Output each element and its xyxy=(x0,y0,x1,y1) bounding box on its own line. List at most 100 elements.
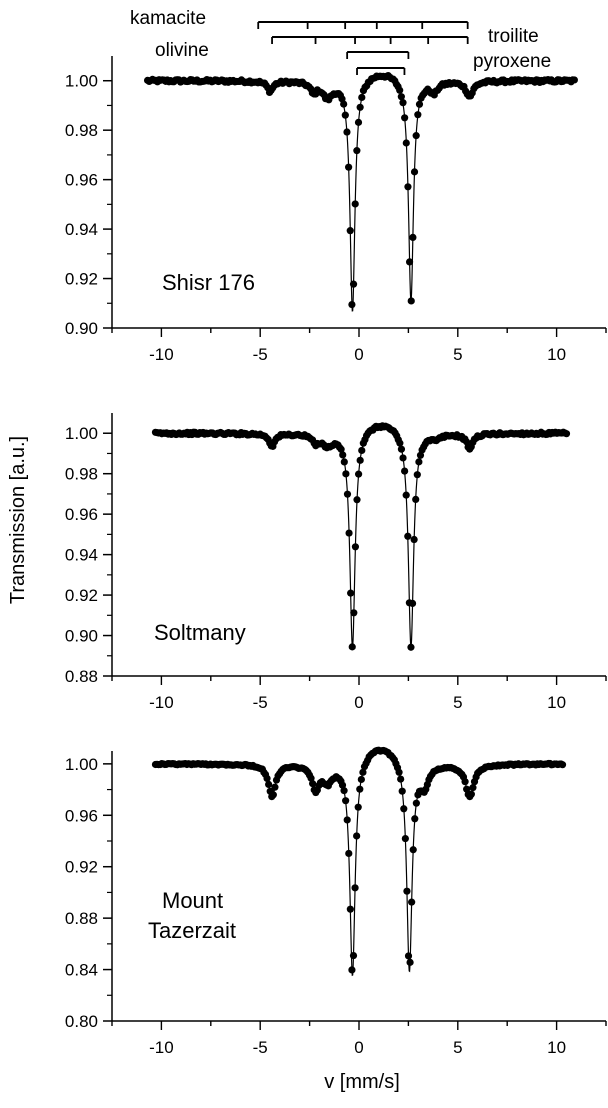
data-point xyxy=(395,768,403,776)
data-point xyxy=(407,297,415,305)
data-point xyxy=(401,114,409,122)
y-tick-label: 0.88 xyxy=(65,667,98,686)
x-tick-label: -10 xyxy=(149,693,174,712)
phase-label-olivine: olivine xyxy=(155,40,209,61)
data-point xyxy=(353,147,361,155)
data-point xyxy=(340,458,348,466)
x-tick-label: -5 xyxy=(253,693,268,712)
y-tick-label: 0.94 xyxy=(65,220,98,239)
data-point xyxy=(309,780,317,788)
data-point xyxy=(340,100,348,108)
y-tick-label: 0.84 xyxy=(65,961,98,980)
x-tick-label: 0 xyxy=(354,1038,363,1057)
x-tick-label: -5 xyxy=(253,1038,268,1057)
y-tick-label: 0.92 xyxy=(65,270,98,289)
x-tick-label: -10 xyxy=(149,345,174,364)
y-axis-label: Transmission [a.u.] xyxy=(7,436,29,604)
data-point xyxy=(402,139,410,147)
x-tick-label: -5 xyxy=(253,345,268,364)
data-point xyxy=(412,132,420,140)
data-point xyxy=(357,775,365,784)
data-point xyxy=(349,280,358,288)
data-point xyxy=(343,490,352,498)
x-tick-label: 0 xyxy=(354,345,363,364)
data-point xyxy=(404,532,412,540)
data-point xyxy=(409,233,417,242)
data-point xyxy=(348,966,356,974)
data-point xyxy=(347,589,355,597)
data-point xyxy=(356,785,364,793)
stick-diagram-pyroxene xyxy=(356,67,406,75)
data-point xyxy=(407,643,415,651)
data-point xyxy=(345,849,353,858)
data-point xyxy=(403,887,411,895)
data-point xyxy=(343,128,351,136)
data-point xyxy=(339,451,347,459)
data-point xyxy=(410,535,418,544)
data-point xyxy=(401,467,409,475)
y-tick-label: 1.00 xyxy=(65,72,98,91)
y-tick-label: 0.92 xyxy=(65,586,98,605)
data-point xyxy=(461,778,469,786)
data-point xyxy=(342,470,350,478)
data-point xyxy=(342,797,350,805)
data-point xyxy=(416,451,425,459)
phase-label-troilite: troilite xyxy=(488,26,539,47)
y-tick-label: 0.96 xyxy=(65,806,98,825)
data-point xyxy=(263,774,271,783)
data-point xyxy=(340,787,348,795)
sample-label: Mount Tazerzait xyxy=(148,888,236,943)
x-tick-label: 5 xyxy=(453,345,462,364)
y-tick-label: 0.90 xyxy=(65,319,98,338)
data-point xyxy=(399,99,407,107)
data-point xyxy=(415,100,424,108)
data-point xyxy=(467,790,475,798)
data-point xyxy=(414,111,422,119)
data-point xyxy=(570,76,578,84)
sample-label: Shisr 176 xyxy=(162,270,255,295)
data-point xyxy=(350,609,358,617)
data-point xyxy=(558,761,567,769)
data-point xyxy=(411,815,419,823)
y-tick-label: 0.88 xyxy=(65,909,98,928)
y-tick-label: 0.98 xyxy=(65,465,98,484)
data-point xyxy=(415,458,423,466)
data-point xyxy=(400,805,408,813)
data-point xyxy=(356,103,364,111)
data-point xyxy=(396,86,404,94)
data-point xyxy=(398,787,406,795)
data-point xyxy=(345,163,353,171)
data-point xyxy=(351,884,359,892)
data-point xyxy=(410,168,419,176)
data-point xyxy=(345,529,353,537)
data-point xyxy=(359,768,367,776)
data-point xyxy=(409,846,417,854)
data-point xyxy=(269,791,277,799)
x-axis-label: v [mm/s] xyxy=(324,1071,400,1093)
stick-diagram-kamacite xyxy=(271,36,469,44)
y-tick-label: 0.96 xyxy=(65,171,98,190)
data-point xyxy=(271,783,279,791)
data-point xyxy=(346,905,354,913)
data-point xyxy=(265,780,273,789)
data-point xyxy=(349,951,358,960)
y-tick-label: 1.00 xyxy=(65,755,98,774)
data-point xyxy=(412,799,420,807)
spectrum-panel: 0.80 0.84 0.88 0.92 0.96 1.00 -10 -5 0 5 10 Mount Ta… xyxy=(65,746,607,1057)
x-tick-label: -10 xyxy=(149,1038,174,1057)
data-point xyxy=(356,456,364,464)
y-tick-label: 1.00 xyxy=(65,424,98,443)
data-point xyxy=(562,430,571,438)
data-point xyxy=(396,439,404,447)
data-point xyxy=(412,495,420,503)
data-point xyxy=(397,93,405,101)
y-tick-label: 0.96 xyxy=(65,505,98,524)
x-tick-label: 10 xyxy=(547,1038,566,1057)
data-point xyxy=(351,200,359,208)
data-point xyxy=(399,454,407,462)
data-point xyxy=(338,781,347,789)
spectrum-panel: 0.88 0.90 0.92 0.94 0.96 0.98 1.00 -10 -5 0 5 10 Sol… xyxy=(65,413,607,712)
data-point xyxy=(405,258,414,266)
y-tick-label: 0.90 xyxy=(65,627,98,646)
